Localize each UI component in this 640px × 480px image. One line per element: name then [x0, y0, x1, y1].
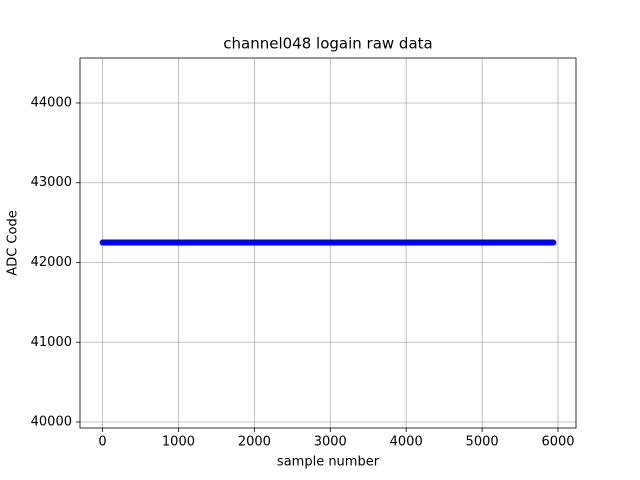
x-tick-label: 6000: [541, 435, 574, 450]
y-tick-label: 43000: [31, 175, 72, 190]
y-tick-label: 42000: [31, 255, 72, 270]
x-axis-label: sample number: [277, 455, 380, 470]
y-axis-label: ADC Code: [6, 210, 21, 275]
x-tick-label: 4000: [390, 435, 423, 450]
x-tick-label: 2000: [238, 435, 271, 450]
chart-title: channel048 logain raw data: [223, 35, 432, 53]
y-tick-label: 41000: [31, 335, 72, 350]
plot-frame: [79, 57, 577, 429]
x-tick-label: 3000: [314, 435, 347, 450]
y-tick-label: 44000: [31, 95, 72, 110]
x-tick-label: 0: [98, 435, 106, 450]
x-tick-label: 1000: [162, 435, 195, 450]
y-tick-label: 40000: [31, 415, 72, 430]
x-tick-label: 5000: [466, 435, 499, 450]
